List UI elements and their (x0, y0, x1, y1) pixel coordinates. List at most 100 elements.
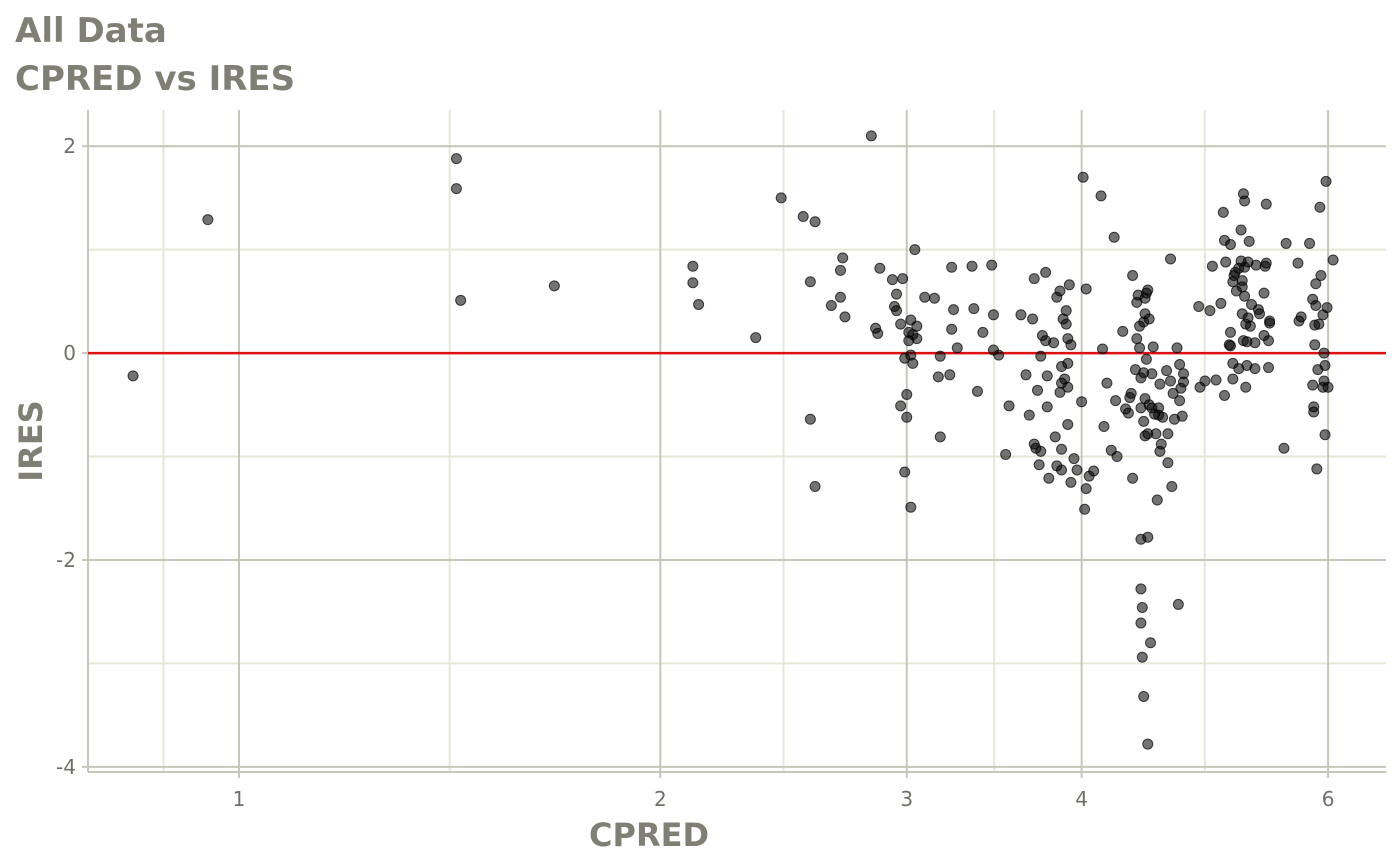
x-tick-labels: 1 2 3 4 6 (233, 787, 1335, 811)
data-point (1143, 313, 1155, 325)
y-tick-label: -2 (56, 548, 76, 572)
data-point (895, 400, 907, 412)
data-point (891, 305, 903, 317)
data-point (993, 349, 1005, 361)
data-point (886, 274, 898, 286)
data-point (1224, 238, 1236, 250)
data-points (127, 130, 1339, 750)
data-point (895, 318, 907, 330)
data-point (1318, 347, 1330, 359)
data-point (865, 130, 877, 142)
data-point (946, 261, 958, 273)
data-point (1146, 368, 1158, 380)
data-point (1174, 358, 1186, 370)
data-point (1065, 339, 1077, 351)
data-point (1313, 318, 1325, 330)
data-point (1117, 325, 1129, 337)
y-tick-label: 2 (63, 134, 76, 158)
data-point (1249, 363, 1261, 375)
data-point (911, 333, 923, 345)
data-point (202, 214, 214, 226)
data-point (1108, 231, 1120, 243)
data-point (1227, 373, 1239, 385)
data-point (1079, 503, 1091, 515)
data-point (1033, 459, 1045, 471)
data-point (1240, 381, 1252, 393)
data-point (1310, 278, 1322, 290)
data-point (1319, 429, 1331, 441)
chart-title: All Data (15, 11, 167, 51)
data-point (1111, 451, 1123, 463)
data-point (986, 259, 998, 271)
data-point (1278, 442, 1290, 454)
data-point (1138, 690, 1150, 702)
x-tick-label: 3 (900, 787, 913, 811)
data-point (775, 192, 787, 204)
data-point (1062, 357, 1074, 369)
data-point (837, 252, 849, 264)
data-point (1041, 370, 1053, 382)
data-point (1244, 320, 1256, 332)
data-point (1260, 198, 1272, 210)
data-point (1131, 333, 1143, 345)
data-point (834, 264, 846, 276)
data-point (1076, 396, 1088, 408)
data-point (872, 327, 884, 339)
y-tick-label: -4 (56, 755, 76, 779)
data-point (1254, 308, 1266, 320)
data-point (1292, 257, 1304, 269)
x-tick-label: 2 (654, 787, 667, 811)
data-point (1015, 309, 1027, 321)
data-point (1239, 195, 1251, 207)
data-point (804, 413, 816, 425)
data-point (1308, 406, 1320, 418)
data-point (1020, 369, 1032, 381)
x-axis-title: CPRED (589, 816, 709, 854)
data-point (977, 326, 989, 338)
data-point (1224, 326, 1236, 338)
data-point (1000, 448, 1012, 460)
data-point (1027, 313, 1039, 325)
data-point (1142, 284, 1154, 296)
y-axis-title: IRES (12, 400, 50, 481)
data-point (1023, 409, 1035, 421)
data-point (1327, 254, 1339, 266)
data-point (687, 277, 699, 289)
data-point (1142, 738, 1154, 750)
data-point (1032, 384, 1044, 396)
data-point (1162, 428, 1174, 440)
data-point (1250, 259, 1262, 271)
data-point (693, 298, 705, 310)
data-point (1080, 483, 1092, 495)
data-point (1147, 341, 1159, 353)
data-point (897, 273, 909, 285)
x-tick-label: 1 (233, 787, 246, 811)
data-point (1060, 318, 1072, 330)
data-point (1054, 285, 1066, 297)
data-point (934, 431, 946, 443)
data-point (948, 304, 960, 316)
data-point (1056, 443, 1068, 455)
data-point (1062, 381, 1074, 393)
data-point (455, 294, 467, 306)
data-point (951, 342, 963, 354)
data-point (1309, 339, 1321, 351)
data-point (1315, 270, 1327, 281)
data-point (946, 323, 958, 335)
data-point (1136, 602, 1148, 614)
data-point (1080, 283, 1092, 295)
data-point (1098, 421, 1110, 433)
data-point (1260, 257, 1272, 269)
data-point (1003, 400, 1015, 412)
data-point (825, 299, 837, 311)
data-point (1172, 598, 1184, 610)
data-point (1239, 290, 1251, 302)
data-point (1310, 299, 1322, 311)
data-point (1095, 190, 1107, 202)
data-point (901, 411, 913, 423)
data-point (928, 292, 940, 304)
data-point (1101, 377, 1113, 389)
data-point (1135, 617, 1147, 629)
data-point (1134, 342, 1146, 354)
data-point (809, 481, 821, 493)
